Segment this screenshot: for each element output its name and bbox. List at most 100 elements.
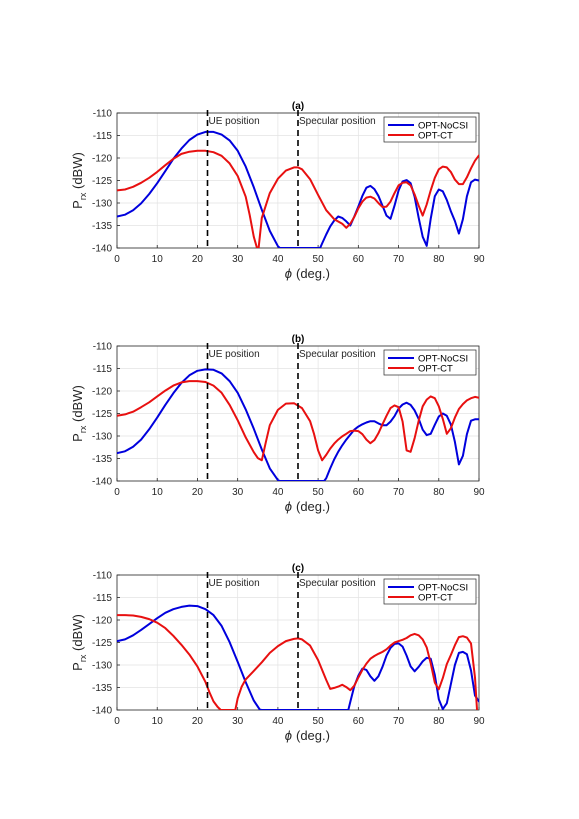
y-tick-label: -140 xyxy=(92,706,112,717)
chart-panel-b: 0 10 20 30 40 50 60 70 80 90 -110 -115 -120 -125 -130 -… xyxy=(70,334,485,514)
ue-position-label: UE position xyxy=(209,578,260,589)
legend-box xyxy=(383,349,477,376)
x-axis-symbol: ϕ xyxy=(285,266,292,281)
chart-title: (b) xyxy=(292,334,305,345)
y-axis-main: P xyxy=(70,433,85,442)
y-tick-label: -140 xyxy=(92,477,112,488)
y-tick-label: -125 xyxy=(92,409,112,420)
y-axis-subscript: rx xyxy=(78,654,88,662)
x-tick-label: 20 xyxy=(192,716,204,727)
legend-label: OPT-CT xyxy=(418,364,453,375)
x-tick-label: 50 xyxy=(313,487,325,498)
x-tick-label: 80 xyxy=(433,254,445,265)
y-axis-unit: (dBW) xyxy=(70,614,85,651)
y-tick-label: -120 xyxy=(92,154,112,165)
y-tick-label: -120 xyxy=(92,387,112,398)
y-tick-label: -125 xyxy=(92,176,112,187)
x-tick-label: 70 xyxy=(393,487,405,498)
chart-title: (c) xyxy=(292,563,304,574)
x-axis-unit: (deg.) xyxy=(296,728,330,743)
series-line-opt-nocsi xyxy=(117,604,479,710)
x-tick-label: 90 xyxy=(473,254,485,265)
ue-position-label: UE position xyxy=(209,116,260,127)
y-axis-label: Prx (dBW) xyxy=(70,385,88,442)
x-axis-label: ϕ (deg.) xyxy=(285,499,330,514)
chart-panel-a: 0 10 20 30 40 50 60 70 80 90 -110 -115 -120 -125 -130 -… xyxy=(70,101,485,281)
x-tick-label: 40 xyxy=(272,254,284,265)
x-tick-label: 60 xyxy=(353,716,365,727)
x-tick-label: 90 xyxy=(473,716,485,727)
x-tick-label: 60 xyxy=(353,487,365,498)
x-tick-label: 0 xyxy=(114,716,120,727)
x-tick-label: 60 xyxy=(353,254,365,265)
x-tick-label: 40 xyxy=(272,487,284,498)
x-tick-label: 30 xyxy=(232,254,244,265)
legend-label: OPT-NoCSI xyxy=(418,354,468,365)
y-tick-label: -135 xyxy=(92,683,112,694)
x-axis-symbol: ϕ xyxy=(285,499,292,514)
legend-box xyxy=(383,116,477,143)
legend-box xyxy=(383,578,477,605)
x-tick-label: 20 xyxy=(192,254,204,265)
x-tick-label: 10 xyxy=(152,716,164,727)
x-axis-label: ϕ (deg.) xyxy=(285,728,330,743)
x-tick-label: 50 xyxy=(313,716,325,727)
x-tick-label: 30 xyxy=(232,716,244,727)
x-tick-label: 70 xyxy=(393,254,405,265)
x-tick-label: 10 xyxy=(152,254,164,265)
x-tick-label: 70 xyxy=(393,716,405,727)
ue-position-label: UE position xyxy=(209,349,260,360)
y-tick-label: -120 xyxy=(92,616,112,627)
y-axis-unit: (dBW) xyxy=(70,385,85,422)
y-tick-label: -140 xyxy=(92,244,112,255)
y-tick-label: -130 xyxy=(92,432,112,443)
y-axis-unit: (dBW) xyxy=(70,152,85,189)
y-tick-label: -135 xyxy=(92,221,112,232)
y-tick-label: -115 xyxy=(93,364,113,375)
legend-label: OPT-NoCSI xyxy=(418,583,468,594)
x-tick-label: 30 xyxy=(232,487,244,498)
specular-position-label: Specular position xyxy=(299,349,376,360)
x-tick-label: 80 xyxy=(433,487,445,498)
series-line-opt-ct xyxy=(117,149,479,248)
x-axis-unit: (deg.) xyxy=(296,266,330,281)
x-tick-label: 0 xyxy=(114,254,120,265)
y-tick-label: -125 xyxy=(92,638,112,649)
y-axis-subscript: rx xyxy=(78,192,88,200)
specular-position-label: Specular position xyxy=(299,116,376,127)
y-tick-label: -110 xyxy=(93,571,113,582)
y-tick-label: -130 xyxy=(92,199,112,210)
chart-panel-c: 0 10 20 30 40 50 60 70 80 90 -110 -115 -120 -125 -130 -… xyxy=(70,563,485,743)
y-tick-label: -135 xyxy=(92,454,112,465)
x-tick-label: 10 xyxy=(152,487,164,498)
y-axis-label: Prx (dBW) xyxy=(70,152,88,209)
specular-position-label: Specular position xyxy=(299,578,376,589)
y-tick-label: -115 xyxy=(93,593,113,604)
x-tick-label: 20 xyxy=(192,487,204,498)
legend-label: OPT-NoCSI xyxy=(418,121,468,132)
y-axis-main: P xyxy=(70,200,85,209)
x-axis-unit: (deg.) xyxy=(296,499,330,514)
legend-label: OPT-CT xyxy=(418,593,453,604)
x-tick-label: 80 xyxy=(433,716,445,727)
y-tick-label: -115 xyxy=(93,131,113,142)
series-group xyxy=(117,130,479,248)
y-tick-label: -110 xyxy=(93,342,113,353)
chart-title: (a) xyxy=(292,101,304,112)
x-tick-label: 90 xyxy=(473,487,485,498)
y-axis-label: Prx (dBW) xyxy=(70,614,88,671)
x-axis-label: ϕ (deg.) xyxy=(285,266,330,281)
x-tick-label: 50 xyxy=(313,254,325,265)
y-axis-subscript: rx xyxy=(78,425,88,433)
series-line-opt-nocsi xyxy=(117,368,479,481)
legend-label: OPT-CT xyxy=(418,131,453,142)
y-axis-main: P xyxy=(70,662,85,671)
x-tick-label: 40 xyxy=(272,716,284,727)
y-tick-label: -130 xyxy=(92,661,112,672)
x-tick-label: 0 xyxy=(114,487,120,498)
x-axis-symbol: ϕ xyxy=(285,728,292,743)
